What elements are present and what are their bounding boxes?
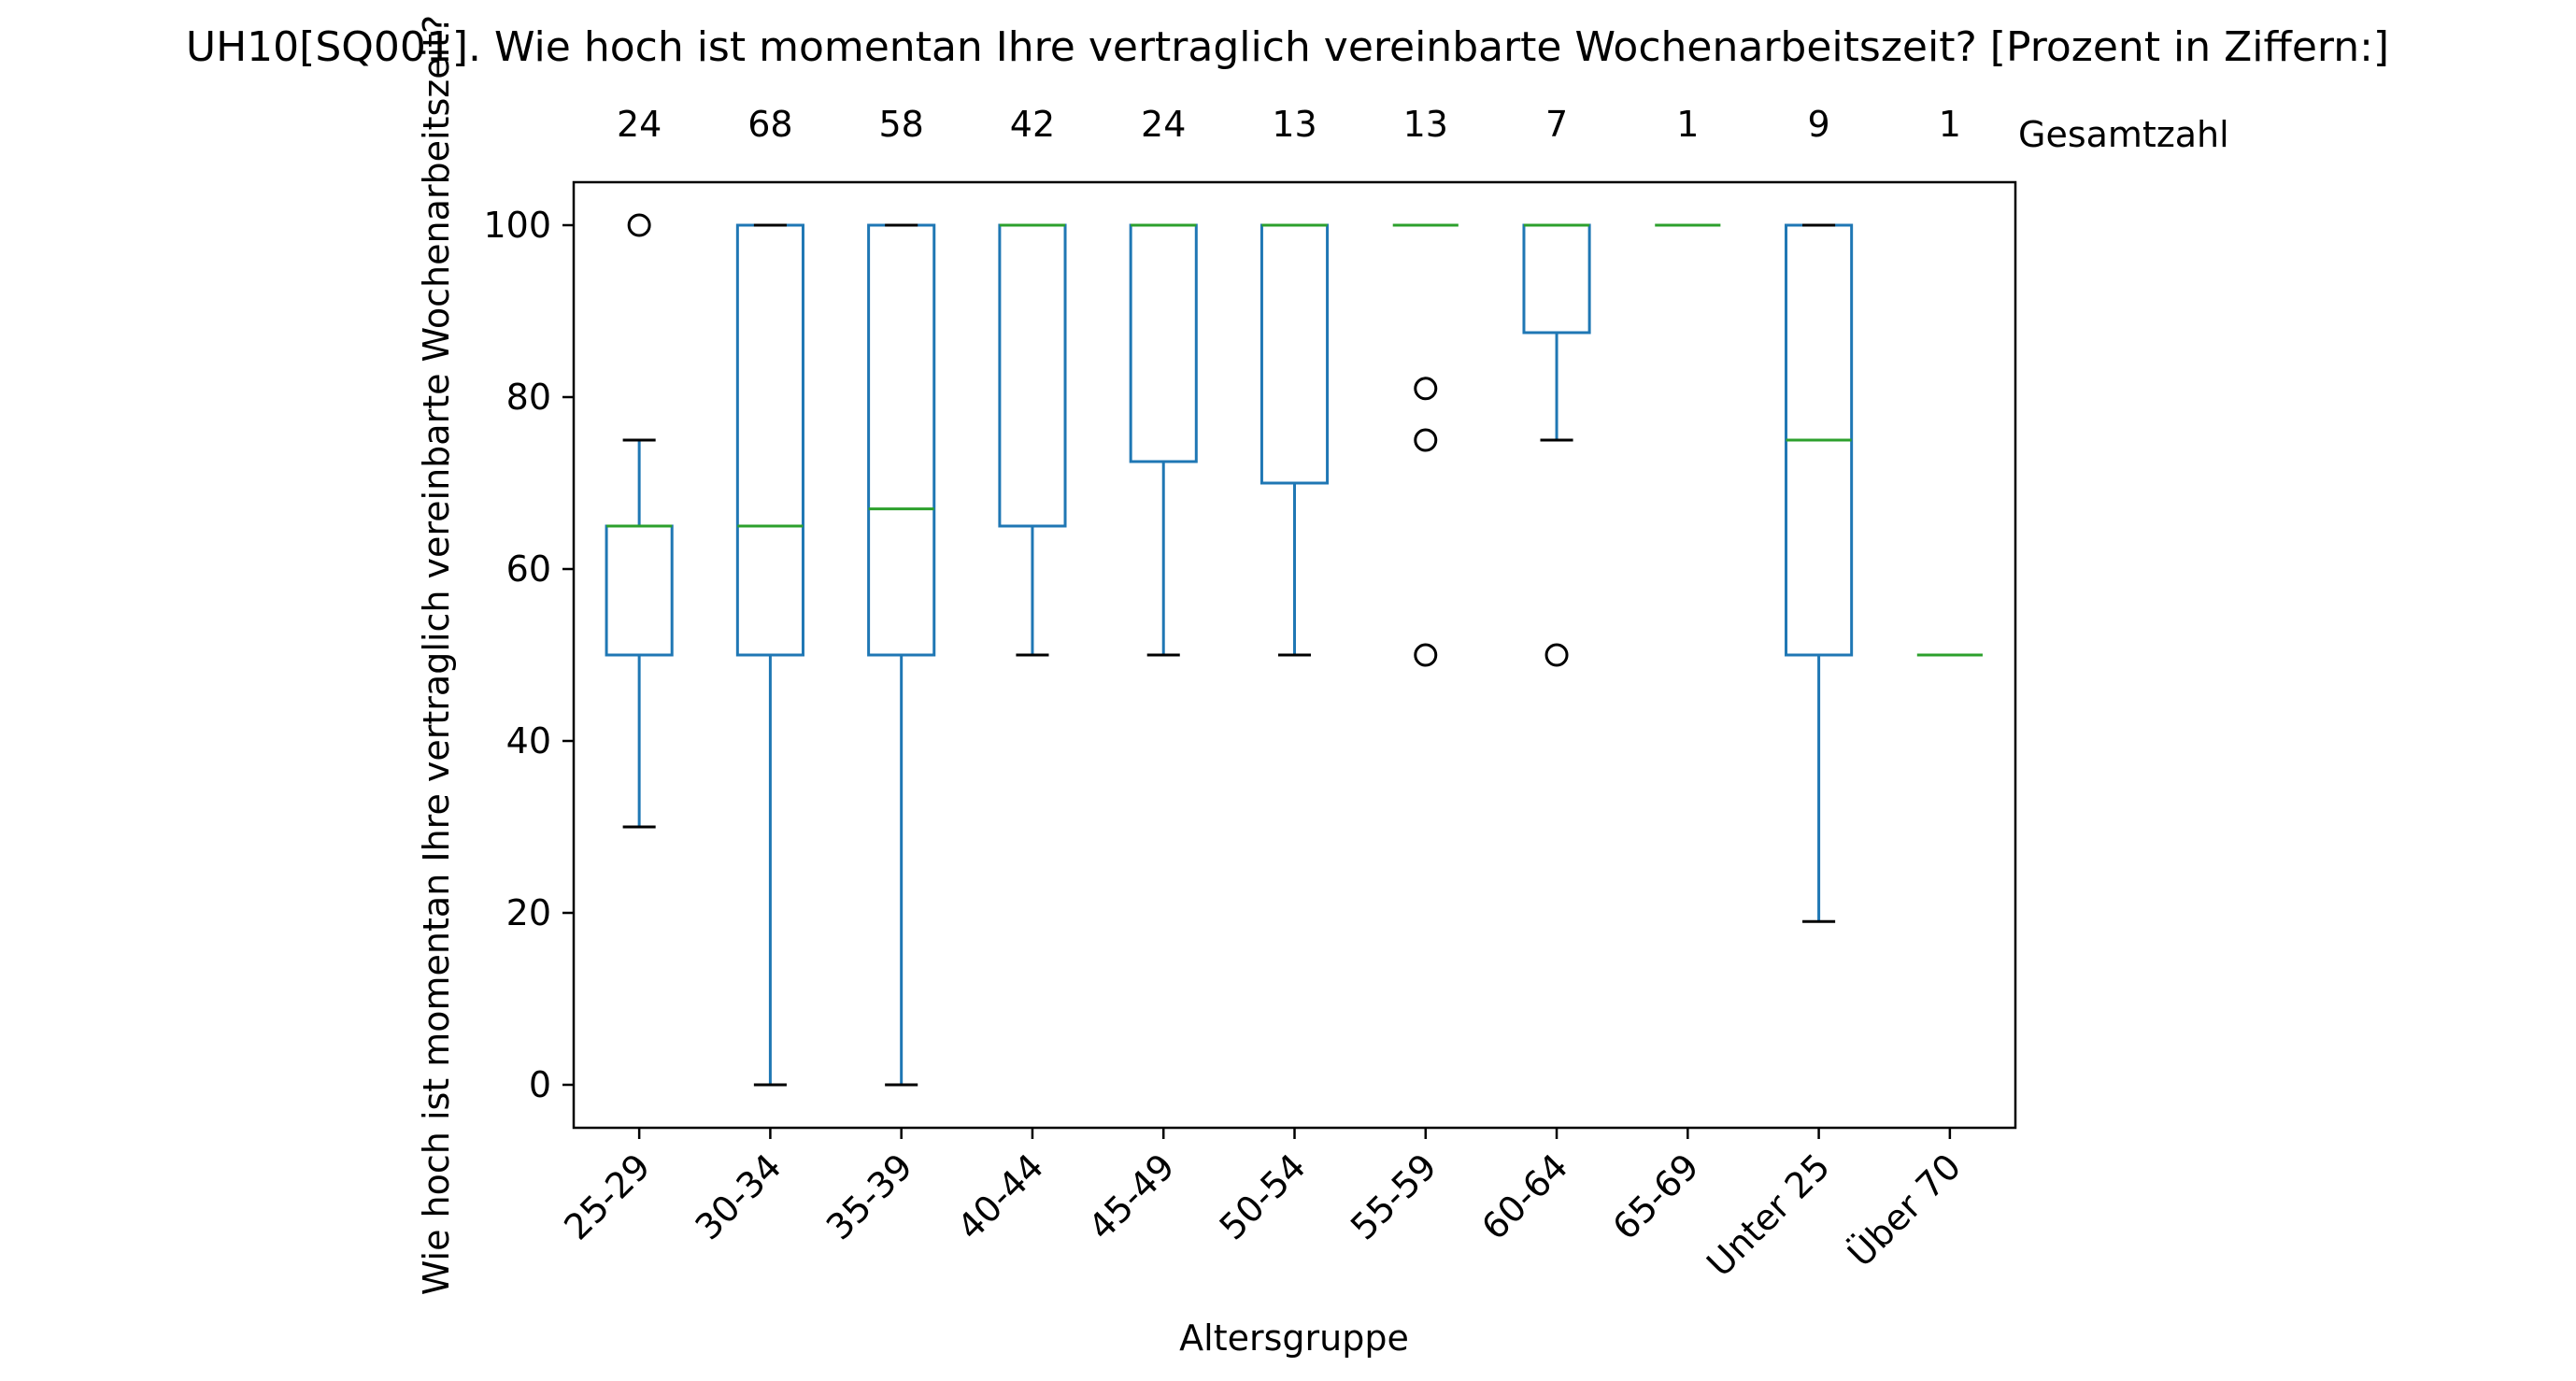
count-label: 1: [1676, 104, 1699, 145]
box-body: [998, 223, 1067, 528]
count-labels: 24 68 58 42 24 13 13 7 1 9 1: [617, 104, 1961, 145]
flier-point: [1544, 643, 1569, 667]
y-axis-ticks: 0 20 40 60 80 100: [483, 205, 574, 1105]
flier-point: [1414, 377, 1438, 401]
x-tick-label: 25-29: [556, 1146, 658, 1247]
count-label: 7: [1545, 104, 1568, 145]
x-tick-label: 55-59: [1343, 1146, 1445, 1247]
box-Unter 25: [1785, 223, 1854, 923]
count-label: 1: [1939, 104, 1961, 145]
box-55-59: [1392, 223, 1459, 667]
y-tick-label: 80: [506, 377, 551, 418]
x-tick-label: 35-39: [818, 1146, 920, 1247]
box-35-39: [867, 223, 936, 1087]
count-label-caption: Gesamtzahl: [2018, 114, 2229, 155]
box-50-54: [1260, 223, 1330, 657]
y-tick-label: 100: [483, 205, 551, 246]
count-label: 24: [1141, 104, 1186, 145]
box-40-44: [998, 223, 1067, 657]
count-label: 9: [1807, 104, 1829, 145]
plot-frame: [572, 180, 2017, 1130]
count-label: 58: [879, 104, 924, 145]
box-body: [867, 223, 936, 657]
x-tick-label: 45-49: [1080, 1146, 1182, 1247]
x-tick-label: Unter 25: [1699, 1146, 1838, 1285]
x-tick-label: 50-54: [1212, 1146, 1314, 1247]
y-tick-label: 0: [529, 1064, 551, 1105]
x-tick-label: 30-34: [688, 1146, 790, 1247]
x-tick-label: 60-64: [1473, 1146, 1575, 1247]
x-tick-label: 40-44: [949, 1146, 1051, 1247]
y-tick-label: 60: [506, 548, 551, 590]
flier-point: [1414, 428, 1438, 452]
box-45-49: [1129, 223, 1198, 657]
y-tick-label: 20: [506, 892, 551, 933]
box-25-29: [605, 213, 674, 829]
count-label: 13: [1403, 104, 1448, 145]
box-body: [735, 223, 804, 657]
box-body: [1522, 223, 1591, 335]
count-label: 13: [1272, 104, 1316, 145]
x-tick-label: 65-69: [1604, 1146, 1706, 1247]
box-60-64: [1522, 223, 1591, 667]
box-30-34: [735, 223, 804, 1087]
x-axis-ticks: 25-29 30-34 35-39 40-44 45-49 50-54 55-59 60-64…: [556, 1128, 1969, 1285]
y-tick-label: 40: [506, 720, 551, 762]
count-label: 42: [1010, 104, 1055, 145]
chart-title: UH10[SQ001]. Wie hoch ist momentan Ihre …: [186, 23, 2389, 71]
box-body: [605, 524, 674, 657]
x-axis-label: Altersgruppe: [1179, 1317, 1409, 1359]
boxes-group: [605, 213, 1983, 1087]
box-body: [1260, 223, 1330, 485]
box-body: [1129, 223, 1198, 463]
flier-point: [1414, 643, 1438, 667]
count-label: 68: [747, 104, 792, 145]
flier-point: [627, 213, 651, 237]
x-tick-label: Über 70: [1840, 1146, 1969, 1274]
count-label: 24: [617, 104, 662, 145]
y-axis-label: Wie hoch ist momentan Ihre vertraglich v…: [416, 15, 457, 1295]
